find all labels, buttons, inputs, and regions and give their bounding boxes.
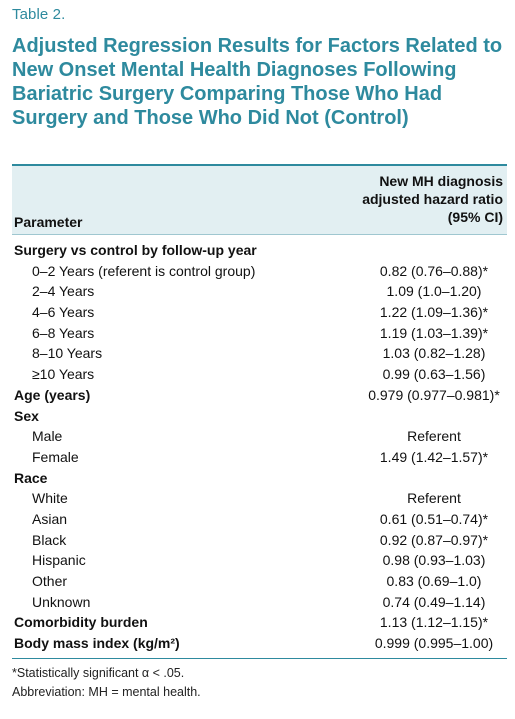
row-parameter: Male <box>32 428 63 445</box>
table-label: Table 2. <box>12 6 66 23</box>
row-hazard-ratio: 0.82 (0.76–0.88)* <box>379 262 489 279</box>
row-parameter: Race <box>14 469 48 486</box>
table-row: 4–6 Years 1.22 (1.09–1.36)* <box>12 302 507 323</box>
table-body: Surgery vs control by follow-up year 0–2 … <box>12 240 507 654</box>
row-hazard-ratio: 1.49 (1.42–1.57)* <box>379 448 489 465</box>
row-hazard-ratio: 0.979 (0.977–0.981)* <box>368 386 500 403</box>
table-row: 0–2 Years (referent is control group) 0.8… <box>12 261 507 282</box>
row-hazard-ratio: 1.22 (1.09–1.36)* <box>379 304 489 321</box>
table-row: Hispanic 0.98 (0.93–1.03) <box>12 550 507 571</box>
row-parameter: Body mass index (kg/m²) <box>14 635 180 652</box>
row-parameter: 0–2 Years (referent is control group) <box>32 262 256 279</box>
header-value-line: New MH diagnosis <box>379 173 503 189</box>
table-row: Unknown 0.74 (0.49–1.14) <box>12 592 507 613</box>
row-hazard-ratio: 1.13 (1.12–1.15)* <box>379 614 489 631</box>
row-parameter: Age (years) <box>14 386 91 403</box>
row-parameter: Hispanic <box>32 552 86 569</box>
table-row: Body mass index (kg/m²) 0.999 (0.995–1.00… <box>12 633 507 654</box>
row-parameter: Black <box>32 531 67 548</box>
row-parameter: Unknown <box>32 593 91 610</box>
table-row: Black 0.92 (0.87–0.97)* <box>12 530 507 551</box>
table-row: Surgery vs control by follow-up year <box>12 240 507 261</box>
row-parameter: 4–6 Years <box>32 304 95 321</box>
row-parameter: 6–8 Years <box>32 324 95 341</box>
row-parameter: Female <box>32 448 79 465</box>
table-row: Race <box>12 468 507 489</box>
row-hazard-ratio: 1.19 (1.03–1.39)* <box>379 324 489 341</box>
table-row: ≥10 Years 0.99 (0.63–1.56) <box>12 364 507 385</box>
table-row: Asian 0.61 (0.51–0.74)* <box>12 509 507 530</box>
table-row: 8–10 Years 1.03 (0.82–1.28) <box>12 343 507 364</box>
table-row: Other 0.83 (0.69–1.0) <box>12 571 507 592</box>
row-parameter: Surgery vs control by follow-up year <box>14 242 257 258</box>
row-hazard-ratio: 0.98 (0.93–1.03) <box>382 552 486 569</box>
row-hazard-ratio: 0.74 (0.49–1.14) <box>382 593 486 610</box>
table-row: Comorbidity burden 1.13 (1.12–1.15)* <box>12 612 507 633</box>
footnote-abbreviation: Abbreviation: MH = mental health. <box>12 685 201 699</box>
header-parameter: Parameter <box>14 214 83 230</box>
row-parameter: White <box>32 490 68 507</box>
row-hazard-ratio: 0.83 (0.69–1.0) <box>386 573 482 589</box>
table-header: Parameter New MH diagnosis adjusted haza… <box>12 164 507 235</box>
row-parameter: ≥10 Years <box>32 366 95 383</box>
table-title: Adjusted Regression Results for Factors … <box>12 35 503 129</box>
table-row: Age (years) 0.979 (0.977–0.981)* <box>12 385 507 406</box>
table-footnotes: *Statistically significant α < .05. Abbr… <box>12 664 201 702</box>
table-bottom-rule <box>12 657 507 659</box>
row-hazard-ratio: 0.999 (0.995–1.00) <box>374 635 494 652</box>
table-row: 6–8 Years 1.19 (1.03–1.39)* <box>12 323 507 344</box>
table-row: Male Referent <box>12 426 507 447</box>
row-hazard-ratio: 1.09 (1.0–1.20) <box>386 283 482 300</box>
regression-table: Parameter New MH diagnosis adjusted haza… <box>12 164 507 659</box>
row-hazard-ratio: 0.61 (0.51–0.74)* <box>379 510 489 527</box>
row-parameter: Comorbidity burden <box>14 614 148 631</box>
row-parameter: Sex <box>14 407 39 424</box>
footnote-significance: *Statistically significant α < .05. <box>12 666 185 680</box>
row-parameter: 2–4 Years <box>32 283 95 300</box>
row-parameter: 8–10 Years <box>32 345 103 362</box>
row-hazard-ratio: Referent <box>407 428 461 445</box>
row-hazard-ratio: 1.03 (0.82–1.28) <box>382 345 486 362</box>
header-value-line: adjusted hazard ratio <box>362 191 503 207</box>
table-row: 2–4 Years 1.09 (1.0–1.20) <box>12 281 507 302</box>
table-row: Sex <box>12 406 507 427</box>
header-hazard-ratio: New MH diagnosis adjusted hazard ratio (… <box>343 172 503 226</box>
row-hazard-ratio: Referent <box>407 490 461 507</box>
row-hazard-ratio: 0.92 (0.87–0.97)* <box>379 531 489 548</box>
table-row: White Referent <box>12 488 507 509</box>
row-parameter: Other <box>32 573 68 589</box>
row-parameter: Asian <box>32 510 68 527</box>
row-hazard-ratio: 0.99 (0.63–1.56) <box>382 366 486 383</box>
table-row: Female 1.49 (1.42–1.57)* <box>12 447 507 468</box>
header-value-line: (95% CI) <box>447 209 503 225</box>
